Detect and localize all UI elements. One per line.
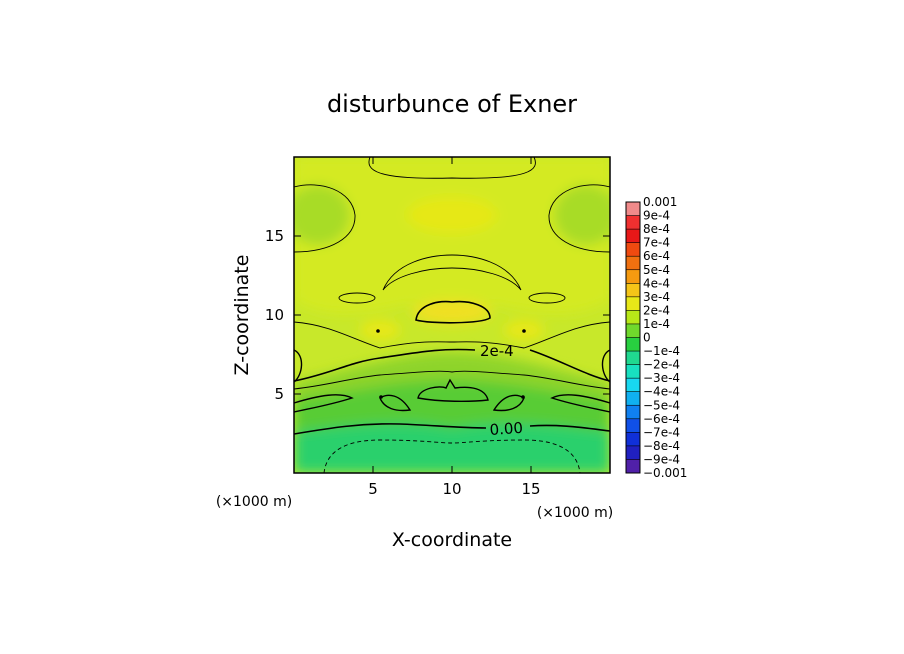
contour-2e-4 <box>294 348 610 382</box>
colorbar-swatch <box>626 215 640 230</box>
colorbar-label: 2e-4 <box>643 303 670 317</box>
colorbar-swatch <box>626 391 640 406</box>
colorbar-swatch <box>626 202 640 216</box>
x-axis: 5 10 15 (×1000 m) X-coordinate <box>368 480 613 551</box>
colorbar-swatch <box>626 337 640 352</box>
colorbar-swatch <box>626 378 640 392</box>
contour-left-island <box>338 292 376 304</box>
colorbar-label: −4e-4 <box>643 385 680 399</box>
x-tick-label-5: 5 <box>368 480 378 498</box>
field-warm-left <box>360 320 400 340</box>
x-tick-label-10: 10 <box>442 480 461 498</box>
field-band-bottom <box>294 423 610 473</box>
colorbar-swatch <box>626 269 640 284</box>
colorbar-swatch <box>626 418 640 433</box>
colorbar-label: −0.001 <box>643 466 687 480</box>
colorbar-swatch <box>626 242 640 257</box>
colorbar-label: −3e-4 <box>643 371 680 385</box>
contour-center-lobe <box>417 378 489 403</box>
y-unit-note: (×1000 m) <box>216 494 292 510</box>
colorbar-label: −5e-4 <box>643 398 680 412</box>
contour-dot-lower-left <box>379 395 383 399</box>
colorbar-swatch <box>626 459 640 474</box>
contour-wing-right <box>550 394 610 413</box>
contour-dot-left <box>376 329 380 333</box>
colorbar-label: −1e-4 <box>643 344 680 358</box>
colorbar-swatch <box>626 405 640 420</box>
colorbar-label: 5e-4 <box>643 263 670 277</box>
contour-zero-left <box>294 423 487 435</box>
colorbar-label: 8e-4 <box>643 222 670 236</box>
x-unit-note: (×1000 m) <box>537 505 613 521</box>
field-warm-blob <box>412 300 492 324</box>
colorbar-swatch <box>626 310 640 325</box>
field-cool-left <box>294 185 350 245</box>
y-axis-label: Z-coordinate <box>231 255 253 376</box>
colorbar-swatch <box>626 364 640 379</box>
colorbar-label: 9e-4 <box>643 209 670 223</box>
contour-mid <box>294 321 610 349</box>
contour-negative-dashed <box>323 439 581 473</box>
colorbar-label: −7e-4 <box>643 425 680 439</box>
contour-upper-right <box>548 184 610 253</box>
colorbar-swatch <box>626 283 640 298</box>
contour-zero-right <box>529 424 610 432</box>
colorbar-swatch <box>626 256 640 271</box>
contour-left-lobe <box>379 394 412 412</box>
colorbar-label: −9e-4 <box>643 452 680 466</box>
colorbar-label: −6e-4 <box>643 412 680 426</box>
contour-right-edge <box>601 349 610 383</box>
y-axis: 5 10 15 (×1000 m) Z-coordinate <box>216 227 292 510</box>
contour-right-island <box>528 292 566 304</box>
contour-label-2e-4: 2e-4 <box>480 342 514 360</box>
field-band-upper <box>294 157 610 314</box>
colorbar-label: −8e-4 <box>643 439 680 453</box>
colorbar-label: 6e-4 <box>643 249 670 263</box>
colorbar-swatch <box>626 351 640 365</box>
contour-right-lobe <box>492 394 525 412</box>
y-tick-label-15: 15 <box>265 227 284 245</box>
colorbar-label: 0 <box>643 331 651 345</box>
colorbar-label: 3e-4 <box>643 290 670 304</box>
contour-wing-left <box>294 394 354 413</box>
contour-arch <box>382 254 522 291</box>
x-axis-label: X-coordinate <box>392 529 512 551</box>
colorbar-label: −2e-4 <box>643 358 680 372</box>
field-warm-top <box>407 197 497 233</box>
colorbar-swatch <box>626 445 640 460</box>
chart-title: disturbunce of Exner <box>327 90 577 118</box>
contour-lower <box>294 370 610 390</box>
contour-dot-lower-right <box>521 395 525 399</box>
colorbar-label: 1e-4 <box>643 317 670 331</box>
plot-area: 2e-4 0.00 <box>294 157 610 473</box>
contour-upper-rim <box>368 157 536 179</box>
field-cool-right <box>554 185 610 245</box>
colorbar-swatch <box>626 323 640 338</box>
colorbar-swatch <box>626 229 640 243</box>
y-tick-label-5: 5 <box>274 385 284 403</box>
contour-left-edge <box>294 349 303 383</box>
colorbar-swatch <box>626 296 640 311</box>
contour-warm-blob <box>415 300 491 324</box>
colorbar-label: 4e-4 <box>643 276 670 290</box>
y-tick-label-10: 10 <box>265 306 284 324</box>
colorbar-label: 7e-4 <box>643 236 670 250</box>
contour-label-0: 0.00 <box>489 419 524 439</box>
contour-dot-right <box>522 329 526 333</box>
axis-ticks <box>294 157 610 473</box>
contour-upper-left <box>294 184 356 253</box>
x-tick-label-15: 15 <box>521 480 540 498</box>
colorbar-swatch <box>626 432 640 447</box>
colorbar-label: 0.001 <box>643 195 677 209</box>
colorbar: 0.0019e-48e-47e-46e-45e-44e-43e-42e-41e-… <box>625 195 687 480</box>
contour-lines <box>294 157 610 473</box>
